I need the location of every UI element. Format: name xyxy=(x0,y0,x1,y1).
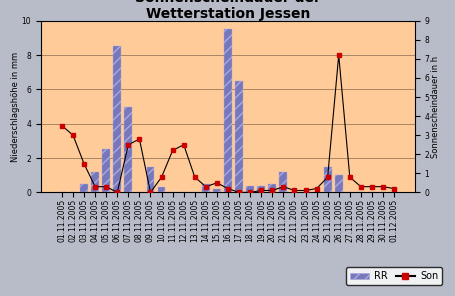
Bar xyxy=(268,184,276,192)
Son xyxy=(103,185,109,189)
Son xyxy=(225,187,230,190)
Bar xyxy=(113,46,121,192)
Son xyxy=(81,162,86,165)
Son xyxy=(70,133,76,137)
Son xyxy=(147,191,153,194)
Bar xyxy=(124,107,132,192)
Bar xyxy=(279,172,287,192)
Son xyxy=(136,137,142,141)
Bar xyxy=(91,172,99,192)
Son xyxy=(202,185,208,189)
Line: Son: Son xyxy=(60,53,395,194)
Bar xyxy=(323,167,331,192)
Bar xyxy=(212,189,220,192)
Son xyxy=(269,189,274,192)
Son xyxy=(302,189,308,192)
Bar xyxy=(80,184,88,192)
Son xyxy=(158,175,164,179)
Son xyxy=(114,191,120,194)
Son xyxy=(192,175,197,179)
Y-axis label: Sonnenscheindauer in h: Sonnenscheindauer in h xyxy=(430,55,439,158)
Son xyxy=(335,53,341,57)
Son xyxy=(280,185,285,189)
Son xyxy=(346,175,352,179)
Son xyxy=(214,181,219,185)
Bar xyxy=(246,186,253,192)
Son xyxy=(324,175,330,179)
Son xyxy=(313,187,318,190)
Bar xyxy=(102,149,110,192)
Bar xyxy=(202,184,209,192)
Son xyxy=(291,189,297,192)
Son xyxy=(390,187,396,190)
Bar xyxy=(157,187,165,192)
Son xyxy=(357,185,363,189)
Title: Gegenüberstellung von Regen und
Sonnenscheindauer der
Wetterstation Jessen: Gegenüberstellung von Regen und Sonnensc… xyxy=(92,0,363,21)
Son xyxy=(92,185,98,189)
Bar xyxy=(147,167,154,192)
Son xyxy=(181,143,186,147)
Son xyxy=(59,124,65,127)
Son xyxy=(236,191,241,194)
Legend: RR, Son: RR, Son xyxy=(345,268,441,285)
Bar xyxy=(257,186,264,192)
Bar xyxy=(235,81,243,192)
Son xyxy=(125,143,131,147)
Son xyxy=(369,185,374,189)
Bar xyxy=(224,29,231,192)
Son xyxy=(258,189,263,192)
Y-axis label: Niederschlagshöhe in mm: Niederschlagshöhe in mm xyxy=(11,52,20,162)
Son xyxy=(379,185,385,189)
Son xyxy=(170,149,175,152)
Son xyxy=(247,191,253,194)
Bar xyxy=(334,175,342,192)
